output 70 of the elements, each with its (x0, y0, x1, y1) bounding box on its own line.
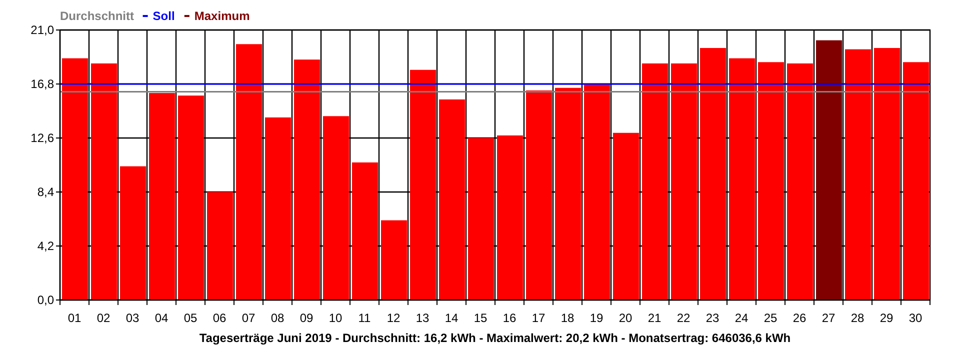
x-tick-label: 20 (618, 311, 632, 325)
y-tick-label: 8,4 (37, 185, 54, 200)
x-tick-label: 07 (242, 311, 256, 325)
bar (236, 44, 262, 300)
bar (903, 62, 929, 300)
x-tick-label: 18 (560, 311, 574, 325)
y-tick-label: 21,0 (30, 23, 54, 38)
text: Tageserträge Juni 2019 - Durchschnitt: 16,2 kWh - Maximalwert: 20,2 kWh - Monatsertrag: 646036,6 kWh (199, 331, 791, 345)
bar (62, 58, 88, 300)
x-tick-label: 12 (386, 311, 400, 325)
bar (497, 135, 523, 300)
x-tick-label: 21 (648, 311, 662, 325)
x-tick-label: 24 (734, 311, 748, 325)
bar (816, 40, 842, 300)
bar (468, 138, 494, 300)
bar (787, 63, 813, 300)
bar (700, 48, 726, 300)
y-tick-label: 0,0 (37, 293, 54, 308)
y-tick-label: 16,8 (30, 77, 54, 92)
x-tick-label: 10 (328, 311, 342, 325)
legend-label: Soll (152, 9, 175, 23)
bar (642, 63, 668, 300)
legend-label: Maximum (194, 9, 250, 23)
x-tick-label: 30 (908, 311, 922, 325)
x-tick-label: 16 (502, 311, 516, 325)
y-tick-label: 4,2 (37, 239, 54, 254)
x-tick-label: 01 (68, 311, 82, 325)
x-tick-label: 14 (444, 311, 458, 325)
x-tick-label: 15 (474, 311, 488, 325)
ref-line-label: Durchschnitt (60, 9, 134, 23)
y-tick-label: 12,6 (30, 131, 54, 146)
bar (874, 48, 900, 300)
bar (120, 166, 146, 300)
x-tick-label: 26 (792, 311, 806, 325)
bar (323, 116, 349, 300)
bar (729, 58, 755, 300)
x-tick-label: 28 (850, 311, 864, 325)
x-tick-label: 29 (880, 311, 894, 325)
bar (207, 192, 233, 300)
bar (178, 96, 204, 300)
x-tick-label: 19 (590, 311, 604, 325)
x-tick-label: 17 (532, 311, 546, 325)
x-tick-label: 22 (676, 311, 690, 325)
bar (758, 62, 784, 300)
x-tick-label: 06 (212, 311, 226, 325)
bar (671, 63, 697, 300)
x-tick-label: 25 (764, 311, 778, 325)
x-tick-label: 03 (126, 311, 140, 325)
bar (410, 70, 436, 300)
x-tick-label: 27 (822, 311, 836, 325)
x-tick-label: 11 (358, 311, 372, 325)
bar (613, 132, 639, 300)
bar (845, 49, 871, 300)
bar (294, 60, 320, 300)
x-tick-label: 04 (154, 311, 168, 325)
bar (555, 88, 581, 300)
bar (265, 117, 291, 300)
x-tick-label: 08 (270, 311, 284, 325)
bar (352, 162, 378, 300)
x-tick-label: 23 (706, 311, 720, 325)
bar (439, 99, 465, 300)
bar (149, 93, 175, 300)
bar (381, 220, 407, 300)
bar (584, 84, 610, 300)
x-tick-label: 02 (96, 311, 110, 325)
bar (526, 90, 552, 300)
bar (91, 63, 117, 300)
x-tick-label: 09 (300, 311, 314, 325)
x-tick-label: 05 (184, 311, 198, 325)
x-tick-label: 13 (416, 311, 430, 325)
